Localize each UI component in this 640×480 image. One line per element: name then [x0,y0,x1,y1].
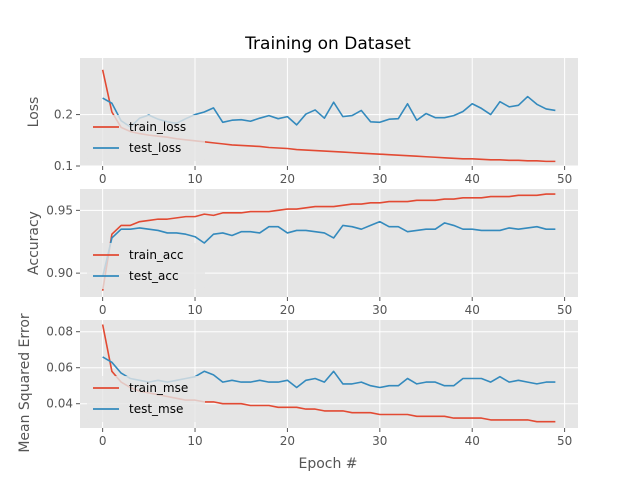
plot-loss-grid [80,58,578,167]
legend-label: test_acc [129,269,179,283]
figure-title: Training on Dataset [244,34,411,54]
plot-accuracy-ticks: 0 10 20 30 40 50 0.90 0.95 [46,203,572,317]
legend-label: train_acc [129,248,183,262]
x-tick-label: 10 [187,434,202,448]
x-tick-label: 0 [99,303,107,317]
legend-label: train_loss [129,120,186,134]
plot-mse-ticks: 0 10 20 30 40 50 0.04 0.06 0.08 [46,325,572,448]
legend-label: test_mse [129,402,183,416]
y-tick-label: 0.06 [46,361,73,375]
series-line-test_acc [101,220,556,278]
x-tick-label: 20 [280,172,295,186]
plot-accuracy: 0 10 20 30 40 50 0.90 0.95 Accuracy train_accte… [26,189,578,317]
x-tick-label: 10 [187,303,202,317]
y-tick-label: 0.04 [46,397,73,411]
x-tick-label: 50 [557,172,572,186]
plot-loss-ylabel: Loss [26,97,42,128]
y-tick-label: 0.2 [54,108,73,122]
series-line-train_acc [101,193,556,291]
plot-accuracy-legend: train_acc test_acc [87,243,205,289]
plot-mse: 0 10 20 30 40 50 0.04 0.06 0.08 train_mse test_ms… [46,320,578,448]
x-tick-label: 30 [372,172,387,186]
x-tick-label: 0 [99,172,107,186]
y-tick-label: 0.95 [46,203,73,217]
x-tick-label: 50 [557,434,572,448]
shared-ylabel-mse: Mean Squared Error [17,313,33,453]
x-tick-label: 30 [372,303,387,317]
plot-loss-ticks: 0 10 20 30 40 50 0.1 0.2 [54,108,572,186]
y-tick-label: 0.08 [46,325,73,339]
x-tick-label: 40 [465,303,480,317]
plot-mse-legend: train_mse test_mse [87,376,205,422]
x-tick-label: 30 [372,434,387,448]
x-axis-label: Epoch # [298,456,357,472]
x-tick-label: 10 [187,172,202,186]
plot-accuracy-ylabel: Accuracy [26,211,42,275]
legend-label: test_loss [129,141,181,155]
x-tick-label: 20 [280,303,295,317]
plot-loss-legend: train_loss test_loss [87,115,205,161]
plot-loss: 0 10 20 30 40 50 0.1 0.2 Loss train_loss test_lo… [26,58,578,186]
x-tick-label: 20 [280,434,295,448]
plot-accuracy-lines [101,193,556,291]
x-tick-label: 50 [557,303,572,317]
x-tick-label: 40 [465,434,480,448]
y-tick-label: 0.1 [54,159,73,173]
x-tick-label: 0 [99,434,107,448]
legend-label: train_mse [129,381,188,395]
x-tick-label: 40 [465,172,480,186]
y-tick-label: 0.90 [46,266,73,280]
